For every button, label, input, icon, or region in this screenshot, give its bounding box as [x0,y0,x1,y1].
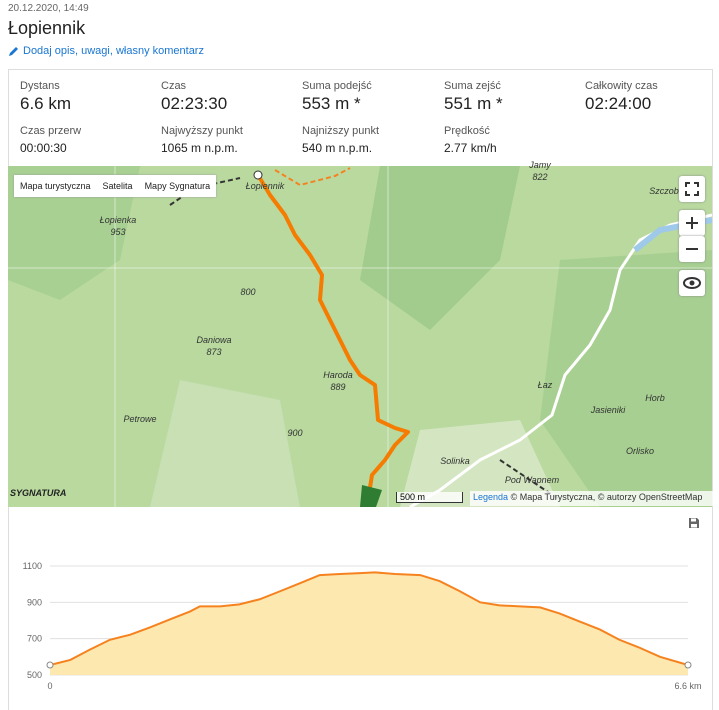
map-type-buttons: Mapa turystyczna Satelita Mapy Sygnatura [14,175,217,197]
end-point [46,661,54,669]
stat-label: Suma podejść [302,80,372,92]
map-label: 889 [330,382,346,392]
map-label: 900 [287,428,303,438]
layers-button[interactable] [679,270,705,296]
map [8,166,712,507]
map-logo: SYGNATURA [10,488,67,498]
map-label: Łaz [537,380,553,390]
save-icon[interactable] [688,517,700,529]
y-tick-label: 500 [27,670,42,680]
x-tick-label: 6.6 km [674,681,701,691]
stat-value: 00:00:30 [20,141,67,155]
end-point [684,661,692,669]
zoom-in-button[interactable] [679,210,705,236]
map-button[interactable]: Satelita [96,175,139,197]
stat-value: 540 m n.p.m. [302,141,373,155]
map-label: Pod Wapnem [504,475,560,485]
stat-value: 02:23:30 [161,94,228,113]
elevation-line [49,571,689,666]
stat-value: 553 m * [302,94,361,113]
attribution: © Mapa Turystyczna, © autorzy OpenStreet… [510,492,703,502]
scale-bar: 500 m [396,492,463,503]
map-label: 953 [110,227,126,237]
fullscreen-button[interactable] [679,176,705,202]
map-label: 873 [206,347,222,357]
stat-value: 6.6 km [20,94,72,113]
map-label: Horb [645,393,665,403]
map-label: Petrowe [123,414,157,424]
stat-label: Prędkość [444,125,490,137]
map-label: Solinka [440,456,470,466]
date: 20.12.2020, 14:49 [8,3,89,14]
map-label: Łopienka [99,215,137,225]
stat-label: Całkowity czas [585,80,658,92]
y-tick-label: 1100 [23,561,42,571]
stat-label: Czas [161,80,187,92]
y-tick-label: 700 [27,634,42,644]
map-label: Orlisko [625,446,655,456]
y-tick-label: 900 [27,597,42,607]
stat-value: 1065 m n.p.m. [161,141,238,155]
stat-label: Suma zejść [444,80,501,92]
map-label: 822 [532,172,548,182]
edit-link[interactable]: Dodaj opis, uwagi, własny komentarz [23,45,204,57]
map-button[interactable]: Mapa turystyczna [14,175,97,197]
stat-label: Czas przerw [20,125,82,137]
stat-label: Najwyższy punkt [161,125,243,137]
map-label: 800 [240,287,256,297]
title: Łopiennik [8,18,86,38]
zoom-out-button[interactable] [679,236,705,262]
map-button[interactable]: Mapy Sygnatura [138,175,217,197]
x-tick-label: 0 [47,681,52,691]
stat-label: Najniższy punkt [302,125,380,137]
stat-value: 2.77 km/h [444,141,497,155]
legend-link[interactable]: Legenda [473,492,509,502]
map-label: Haroda [323,370,353,380]
map-label: Jasieniki [590,405,626,415]
map-label: Jamy [529,160,551,170]
elevation-area [50,572,688,675]
stat-value: 02:24:00 [585,94,652,113]
stat-value: 551 m * [444,94,503,113]
map-label: Daniowa [196,335,232,345]
map-label: Łopiennik [245,181,285,191]
stat-label: Dystans [20,80,60,92]
pencil-icon [9,47,18,56]
elevation-chart: 500 700 900 1100 0 6.6 km [23,561,702,691]
map-label: Szczob [649,186,679,196]
